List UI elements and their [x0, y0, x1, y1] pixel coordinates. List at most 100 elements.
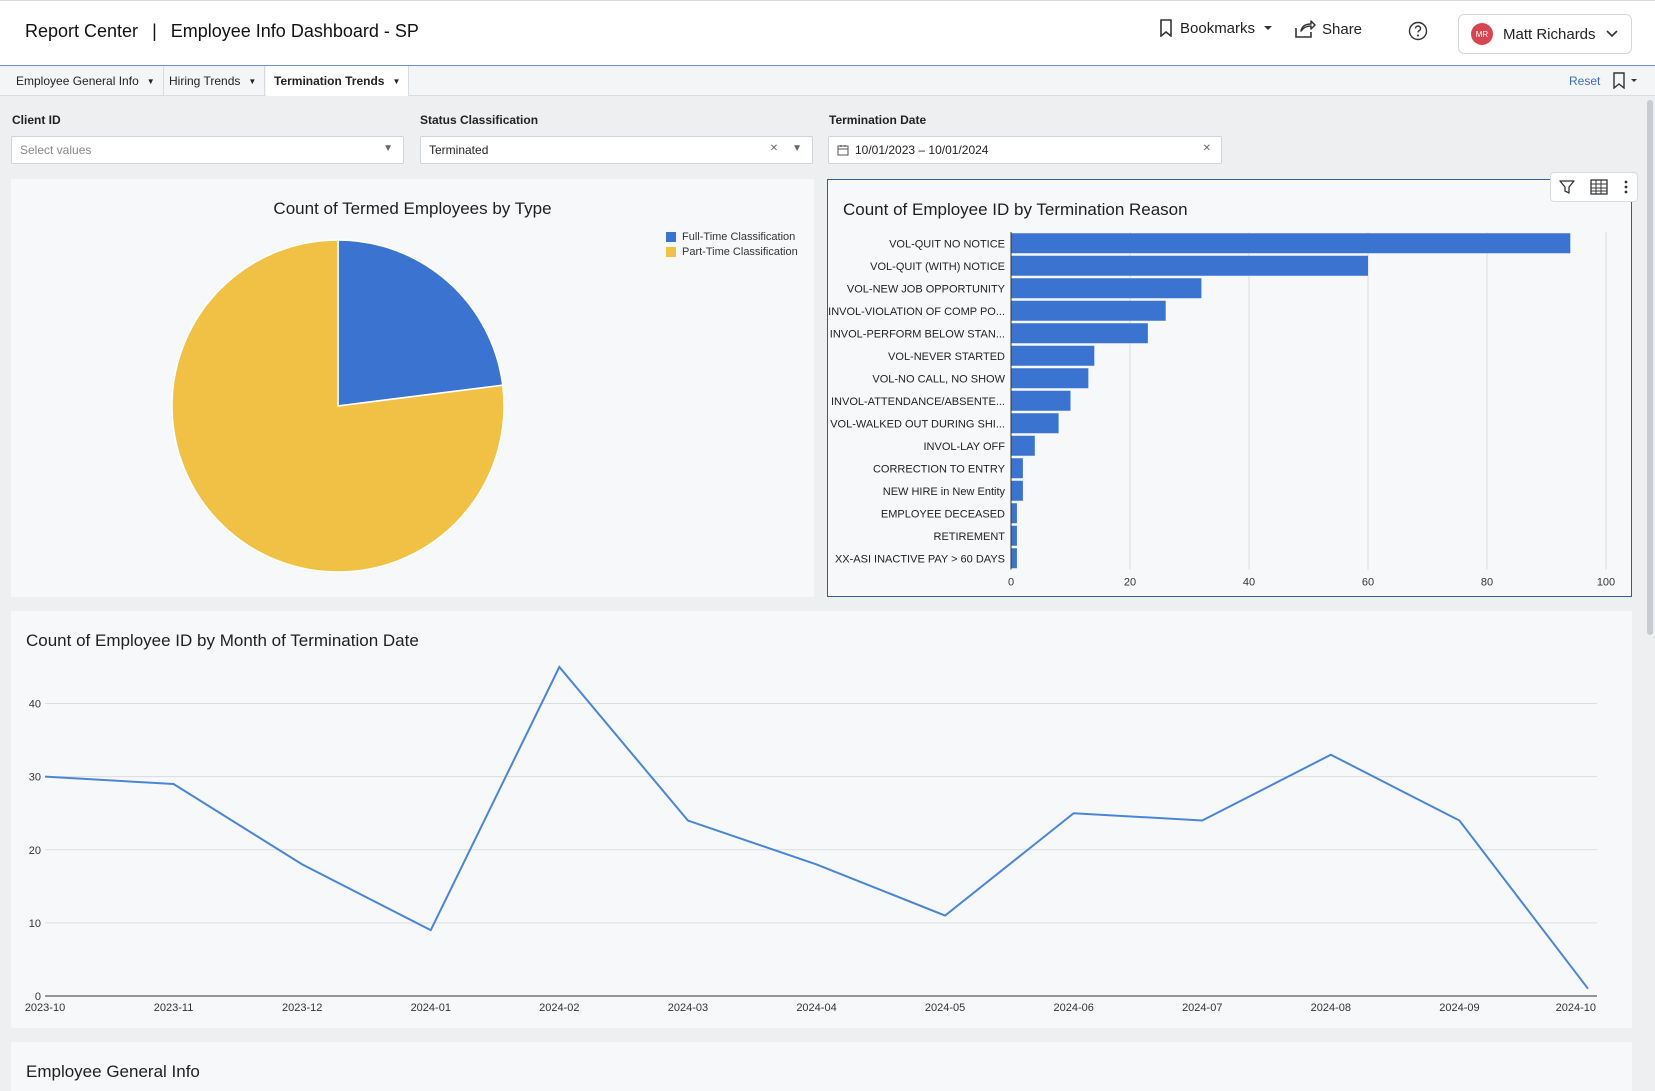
tab-hiring-trends[interactable]: Hiring Trends ▼ [161, 66, 266, 96]
x-tick-label: 2024-08 [1311, 1002, 1351, 1014]
termination-date-value: 10/01/2023 – 10/01/2024 [855, 143, 989, 157]
x-tick-label: 2024-01 [411, 1002, 451, 1014]
x-tick-label: 2023-12 [282, 1002, 322, 1014]
y-tick-label: 0 [35, 991, 41, 1003]
termination-date-picker[interactable]: 10/01/2023 – 10/01/2024 ✕ [828, 136, 1222, 164]
bar[interactable] [1011, 503, 1017, 524]
table-icon[interactable] [1590, 179, 1608, 195]
calendar-icon [837, 145, 849, 156]
bar[interactable] [1011, 255, 1368, 276]
bookmarks-button[interactable]: Bookmarks [1158, 19, 1281, 37]
bar[interactable] [1011, 548, 1017, 569]
pie-slice[interactable] [171, 239, 505, 573]
line-chart-panel[interactable]: Count of Employee ID by Month of Termina… [11, 611, 1632, 1028]
bar-chart-title: Count of Employee ID by Termination Reas… [843, 200, 1188, 219]
category-label: CORRECTION TO ENTRY [873, 463, 1006, 475]
dashboard-title: Employee Info Dashboard - SP [170, 21, 419, 41]
series-line[interactable] [44, 665, 1589, 990]
category-label: VOL-NEW JOB OPPORTUNITY [847, 283, 1006, 295]
share-icon [1295, 20, 1316, 38]
x-tick-label: 20 [1124, 577, 1136, 589]
more-vertical-icon[interactable] [1623, 179, 1629, 195]
tab-termination-trends[interactable]: Termination Trends ▼ [266, 66, 410, 96]
bar[interactable] [1011, 480, 1023, 501]
clear-icon[interactable]: ✕ [769, 143, 779, 154]
category-label: RETIREMENT [934, 531, 1006, 543]
pie-chart[interactable] [11, 179, 814, 597]
pie-slice[interactable] [337, 239, 504, 407]
category-label: XX-ASI INACTIVE PAY > 60 DAYS [835, 553, 1005, 565]
x-tick-label: 60 [1362, 577, 1374, 589]
filter-icon[interactable] [1559, 179, 1575, 195]
legend-item[interactable]: Full-Time Classification [666, 231, 798, 243]
client-id-select[interactable]: Select values ▼ [11, 136, 404, 164]
chevron-down-icon [1606, 30, 1618, 38]
x-tick-label: 2023-11 [154, 1002, 194, 1014]
legend-label: Full-Time Classification [682, 231, 796, 243]
pie-chart-panel[interactable]: Count of Termed Employees by Type Full-T… [11, 179, 814, 597]
x-tick-label: 2024-03 [668, 1002, 708, 1014]
category-label: INVOL-PERFORM BELOW STAN... [830, 328, 1005, 340]
bar-chart[interactable]: 0 20 40 60 80 100 VOL-QUIT NO NOTICE VOL-QUIT (… [828, 180, 1631, 596]
bar[interactable] [1011, 390, 1071, 411]
page-bookmark-button[interactable] [1612, 72, 1639, 89]
help-button[interactable] [1408, 21, 1434, 41]
app-header: Report Center | Employee Info Dashboard … [0, 0, 1655, 66]
category-label: EMPLOYEE DECEASED [881, 508, 1005, 520]
avatar: MR [1471, 23, 1493, 45]
line-chart[interactable]: 0 10 20 30 40 2023-10 2023-11 2023-12 2024-01 202… [11, 611, 1632, 1028]
x-tick-label: 2024-02 [539, 1002, 579, 1014]
category-label: VOL-QUIT NO NOTICE [889, 238, 1005, 250]
y-tick-label: 10 [29, 918, 41, 930]
bar[interactable] [1011, 435, 1035, 456]
caret-down-icon [1264, 26, 1273, 30]
category-label: INVOL-VIOLATION OF COMP PO... [828, 306, 1005, 318]
bar[interactable] [1011, 300, 1166, 321]
legend-item[interactable]: Part-Time Classification [666, 246, 798, 258]
title-separator: | [152, 21, 157, 41]
x-tick-label: 40 [1243, 577, 1255, 589]
clear-icon[interactable]: ✕ [1202, 143, 1211, 154]
legend-label: Part-Time Classification [682, 246, 798, 258]
status-classification-label: Status Classification [420, 113, 539, 127]
bar-chart-panel[interactable]: Count of Employee ID by Termination Reas… [827, 179, 1632, 597]
bar[interactable] [1011, 345, 1095, 366]
tab-employee-general-info[interactable]: Employee General Info ▼ [8, 66, 164, 96]
page-tabs: Employee General Info ▼ Hiring Trends ▼ Te… [0, 66, 1655, 96]
bar[interactable] [1011, 278, 1202, 299]
y-tick-label: 20 [29, 845, 41, 857]
y-tick-label: 40 [29, 699, 41, 711]
user-name: Matt Richards [1503, 25, 1596, 43]
tab-label: Hiring Trends [169, 74, 241, 88]
category-label: VOL-NEVER STARTED [888, 351, 1005, 363]
bar[interactable] [1011, 458, 1023, 479]
category-label: INVOL-ATTENDANCE/ABSENTE... [831, 396, 1005, 408]
bar[interactable] [1011, 413, 1059, 434]
x-tick-label: 2024-05 [925, 1002, 965, 1014]
bar[interactable] [1011, 525, 1017, 546]
share-button[interactable]: Share [1294, 19, 1362, 39]
bookmark-icon [1613, 72, 1625, 89]
tab-label: Termination Trends [274, 74, 385, 88]
x-tick-label: 0 [1008, 577, 1014, 589]
x-tick-label: 2023-10 [25, 1002, 65, 1014]
caret-down-icon: ▼ [248, 76, 257, 86]
category-label: VOL-WALKED OUT DURING SHI... [830, 418, 1005, 430]
x-tick-label: 2024-04 [796, 1002, 836, 1014]
termination-date-label: Termination Date [829, 113, 927, 127]
tab-label: Employee General Info [16, 74, 139, 88]
bookmarks-label: Bookmarks [1180, 19, 1256, 37]
category-label: INVOL-LAY OFF [923, 441, 1005, 453]
user-menu[interactable]: MR Matt Richards [1458, 14, 1632, 54]
bar[interactable] [1011, 368, 1089, 389]
status-value: Terminated [429, 143, 489, 157]
reset-link[interactable]: Reset [1569, 74, 1601, 88]
bar[interactable] [1011, 233, 1571, 254]
bar[interactable] [1011, 323, 1148, 344]
app-name[interactable]: Report Center [25, 21, 139, 41]
status-classification-select[interactable]: Terminated ✕ ▼ [420, 136, 813, 164]
page-scrollbar[interactable] [1647, 100, 1653, 635]
help-icon [1408, 21, 1428, 41]
employee-general-info-panel[interactable]: Employee General Info [11, 1042, 1632, 1091]
x-tick-label: 100 [1597, 577, 1615, 589]
